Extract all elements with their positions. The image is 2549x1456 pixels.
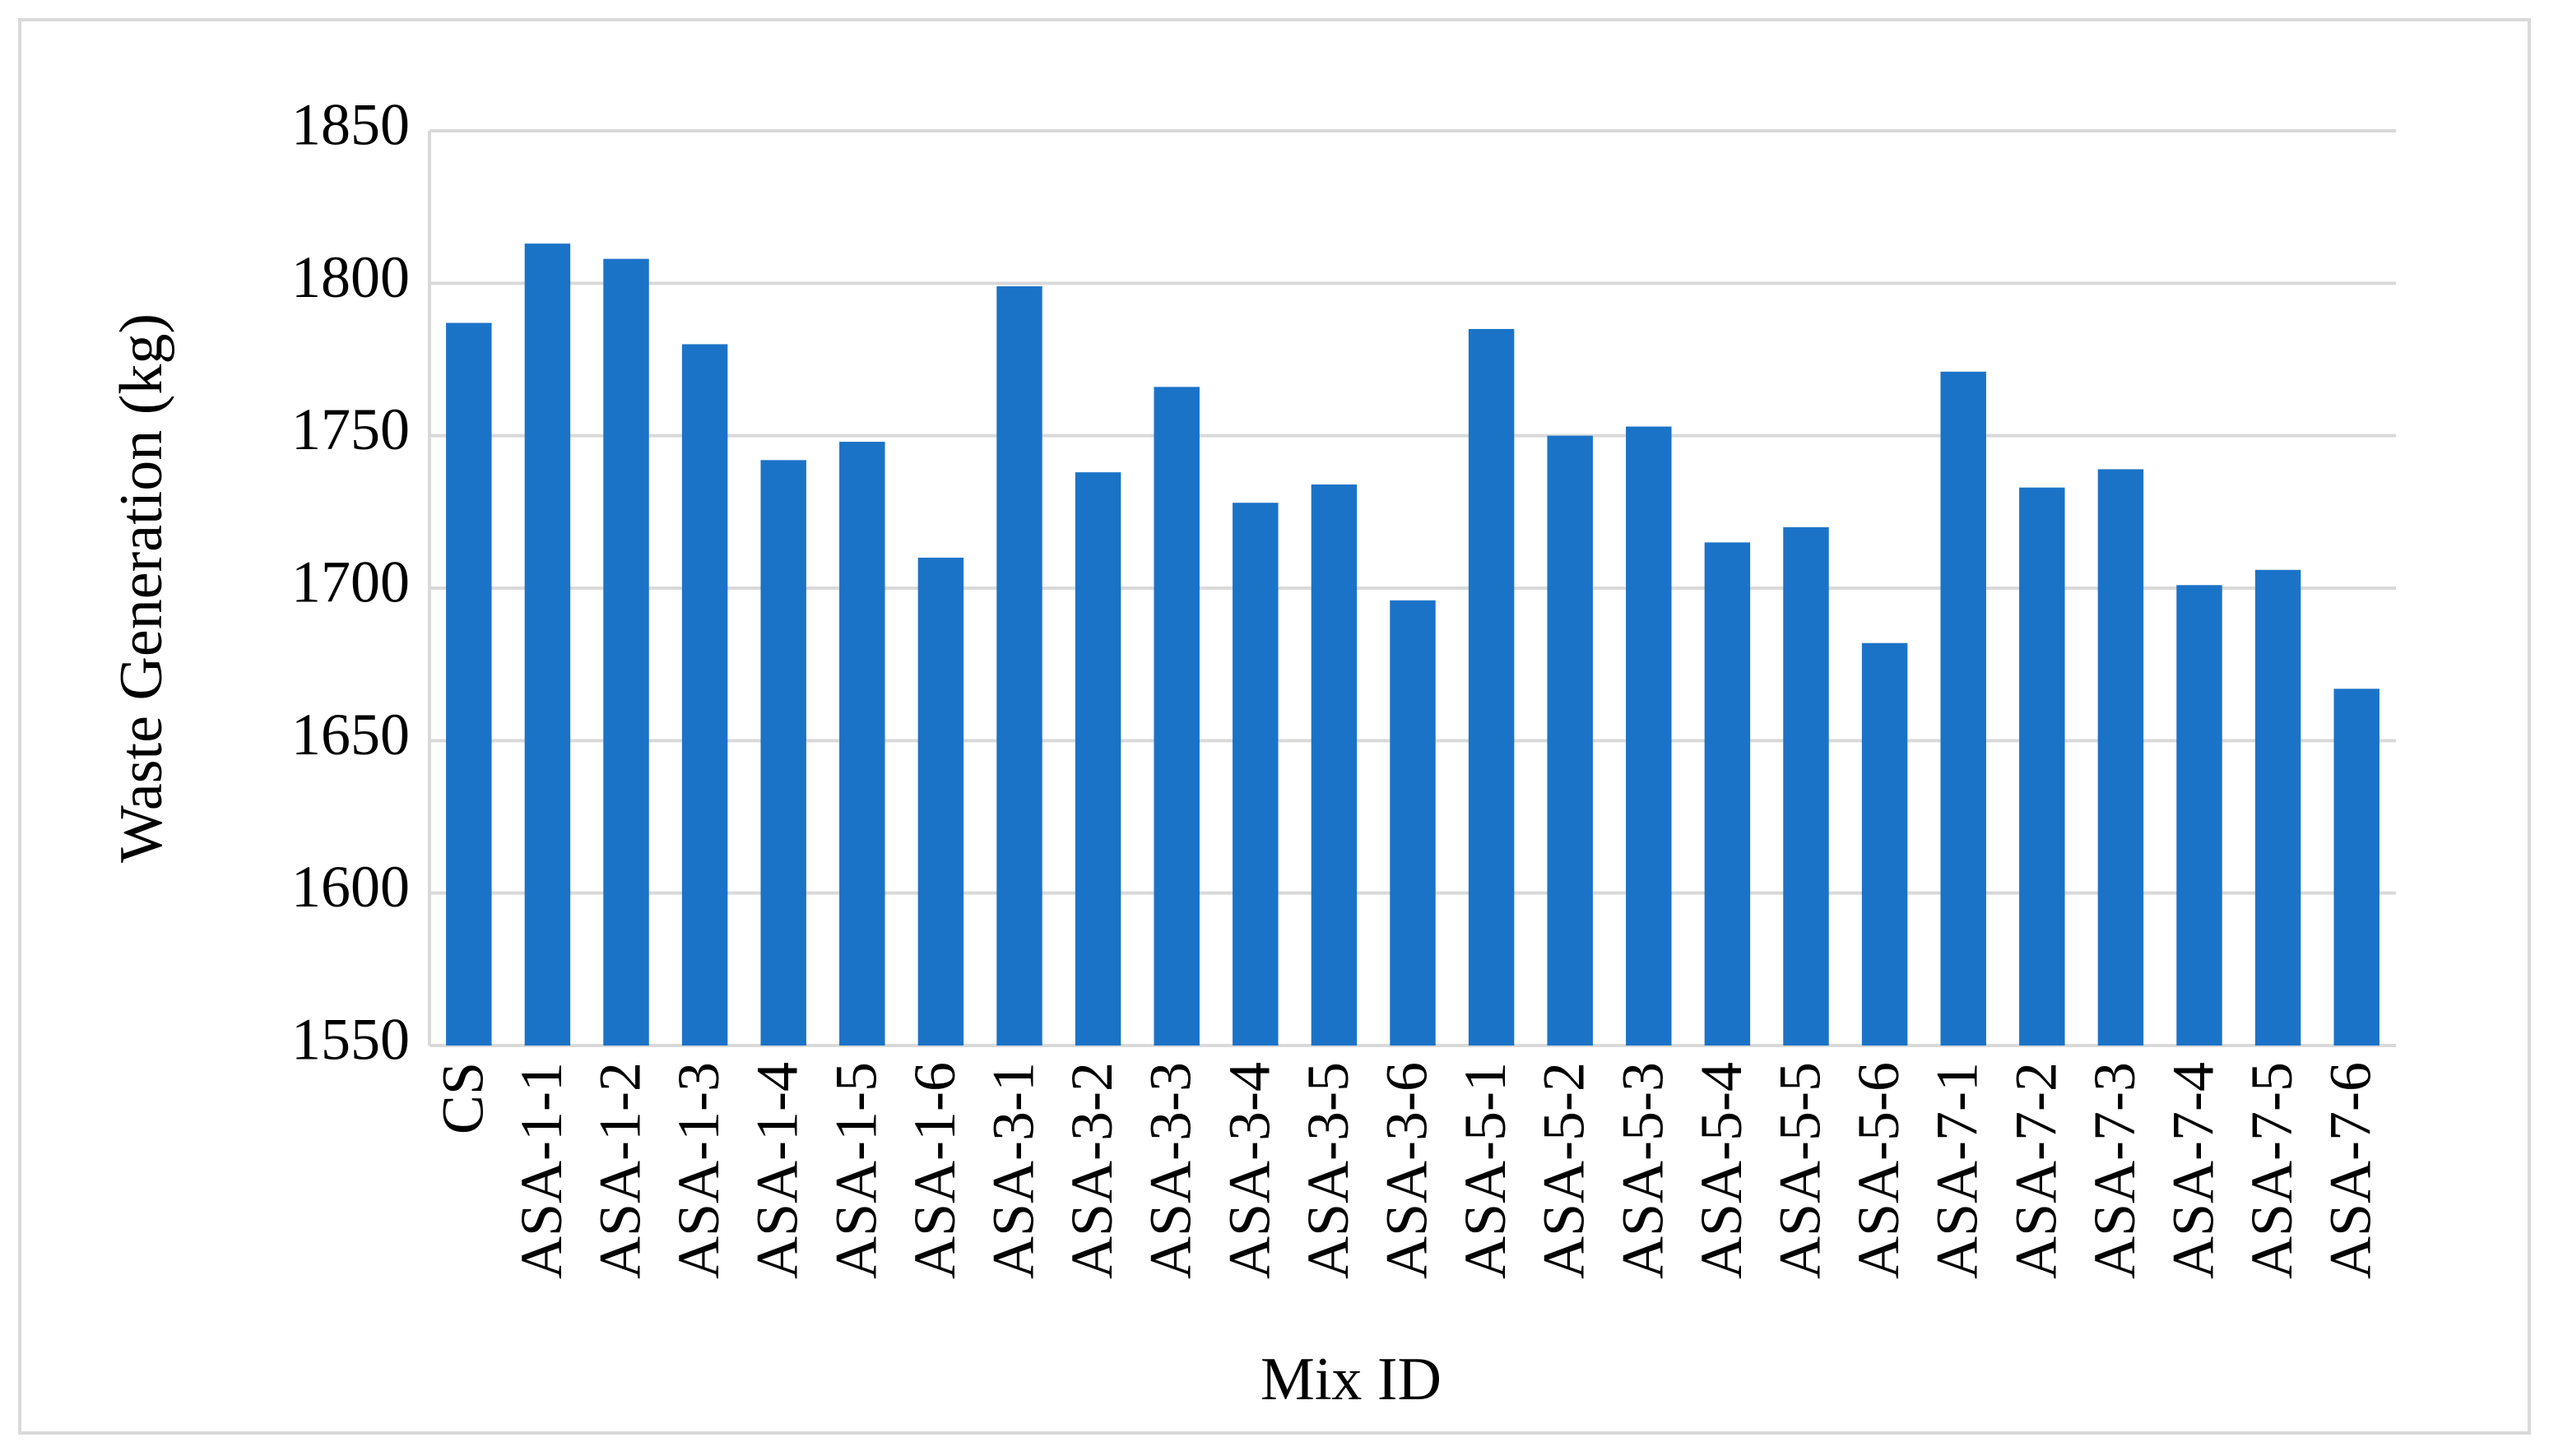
x-tick-label: ASA-5-6 (1846, 1062, 1911, 1279)
bar (1626, 426, 1672, 1046)
x-tick-label: ASA-7-5 (2239, 1062, 2305, 1279)
x-tick-label: ASA-5-2 (1531, 1062, 1597, 1279)
bar (2097, 469, 2144, 1046)
x-tick-label: ASA-1-2 (587, 1062, 653, 1279)
y-tick-label: 1800 (291, 244, 410, 310)
bar (1390, 600, 1436, 1046)
y-tick-label: 1550 (291, 1007, 410, 1073)
bar (1311, 484, 1358, 1046)
x-tick-label: ASA-7-2 (2003, 1062, 2068, 1279)
x-tick-label: ASA-5-1 (1452, 1062, 1518, 1279)
x-tick-label: ASA-1-5 (823, 1062, 889, 1279)
x-tick-label: ASA-3-2 (1059, 1062, 1125, 1279)
bar (996, 286, 1042, 1046)
x-tick-label: ASA-1-3 (666, 1062, 731, 1279)
bar (1861, 642, 1908, 1046)
bar (681, 344, 728, 1046)
y-tick-label: 1700 (291, 549, 410, 615)
x-tick-label: ASA-7-4 (2161, 1062, 2226, 1279)
x-tick-label: CS (429, 1062, 495, 1134)
bar (1940, 371, 1986, 1046)
x-tick-label: ASA-3-5 (1295, 1062, 1361, 1279)
x-tick-label: ASA-7-6 (2318, 1062, 2384, 1279)
bar (2019, 487, 2065, 1046)
bar (446, 322, 492, 1046)
x-tick-label: ASA-5-4 (1688, 1062, 1754, 1279)
bar (1154, 387, 1200, 1046)
x-tick-label: ASA-3-3 (1138, 1062, 1204, 1279)
bar (1547, 435, 1593, 1046)
x-tick-label: ASA-3-6 (1374, 1062, 1440, 1279)
bar (839, 442, 885, 1046)
x-tick-label: ASA-7-1 (1925, 1062, 1990, 1279)
x-tick-label: ASA-3-4 (1216, 1062, 1282, 1279)
bar (1704, 542, 1751, 1046)
x-tick-label: ASA-1-6 (902, 1062, 968, 1279)
bar (524, 243, 571, 1046)
x-tick-label: ASA-1-4 (745, 1062, 810, 1279)
bar (2176, 585, 2222, 1046)
bar (1468, 328, 1515, 1046)
bar (917, 557, 964, 1046)
bar (2254, 569, 2301, 1046)
y-tick-label: 1650 (291, 702, 410, 767)
y-tick-label: 1750 (291, 396, 410, 462)
x-tick-label: ASA-5-5 (1767, 1062, 1833, 1279)
x-tick-label: ASA-3-1 (981, 1062, 1047, 1279)
y-tick-label: 1850 (291, 92, 410, 158)
bar (1233, 503, 1279, 1046)
x-tick-label: ASA-7-3 (2082, 1062, 2147, 1279)
bar (1075, 472, 1121, 1046)
y-tick-label: 1600 (291, 854, 410, 920)
x-tick-label: ASA-1-1 (508, 1062, 574, 1279)
bar (760, 460, 806, 1046)
bar (1783, 526, 1829, 1046)
y-axis-label: Waste Generation (kg) (108, 313, 175, 863)
x-tick-label: ASA-5-3 (1609, 1062, 1675, 1279)
bar (603, 258, 649, 1046)
x-axis-label: Mix ID (1261, 1346, 1442, 1413)
bar (2333, 689, 2380, 1046)
